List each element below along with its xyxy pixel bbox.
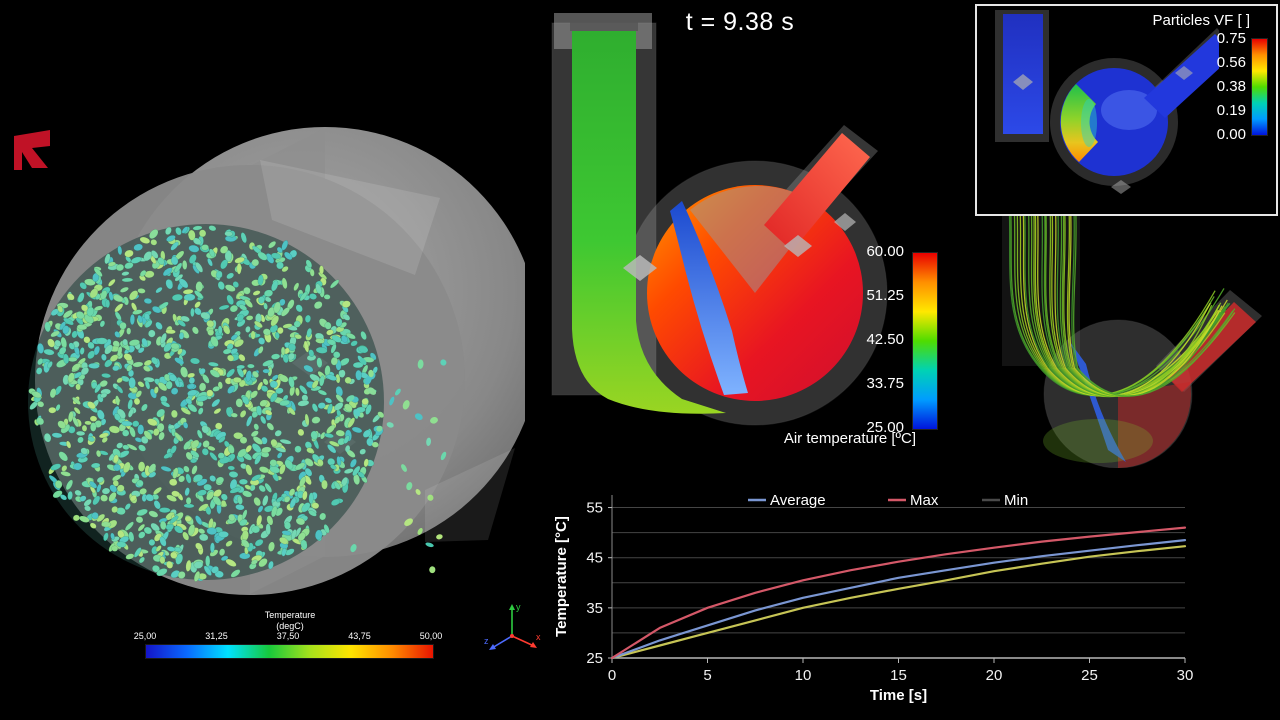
svg-text:Max: Max — [910, 492, 939, 509]
outlet-duct-fluid — [764, 133, 870, 251]
air-cb-tick: 51.25 — [866, 287, 904, 304]
falling-particles — [339, 358, 447, 574]
inlet-duct-fluid — [572, 31, 726, 414]
air-temperature-colorbar — [912, 252, 938, 430]
svg-text:10: 10 — [795, 667, 812, 684]
particle-temp-colorbar-title: Temperature (degC) — [264, 610, 316, 631]
air-cb-tick: 60.00 — [866, 243, 904, 260]
axis-z-label: z — [484, 636, 489, 646]
axis-x-label: x — [536, 632, 541, 642]
svg-text:20: 20 — [986, 667, 1003, 684]
svg-text:45: 45 — [586, 550, 603, 567]
streamlines — [1008, 216, 1236, 398]
stream-cool-band — [1070, 342, 1126, 462]
svg-text:25: 25 — [586, 650, 603, 667]
particle-bed — [28, 225, 385, 582]
svg-text:25: 25 — [1081, 667, 1098, 684]
vf-cb-tick: 0.38 — [1216, 78, 1246, 95]
vf-particle-crescent — [1060, 84, 1098, 162]
svg-text:30: 30 — [1177, 667, 1194, 684]
axis-triad: y x z — [484, 602, 541, 650]
svg-text:Min: Min — [1004, 492, 1028, 509]
particles-vf-3d-view — [995, 10, 1219, 194]
brand-logo — [14, 130, 50, 170]
stream-outlet-duct — [1164, 302, 1256, 392]
svg-text:Temperature [°C]: Temperature [°C] — [553, 516, 570, 637]
vf-cb-tick: 0.56 — [1216, 54, 1246, 71]
svg-text:35: 35 — [586, 600, 603, 617]
vf-panel-title: Particles VF [ ] — [1152, 12, 1250, 29]
particle-drum-3d-view — [28, 127, 525, 595]
streamlines-3d-view — [1002, 216, 1262, 468]
air-cb-tick: 25.00 — [866, 419, 904, 436]
svg-text:55: 55 — [586, 500, 603, 517]
drum-glass — [35, 165, 465, 595]
particle-temp-colorbar-ticks: 25,00 31,25 37,50 43,75 50,00 — [133, 631, 443, 641]
axis-y-label: y — [516, 602, 521, 612]
svg-text:15: 15 — [890, 667, 907, 684]
particle-temp-colorbar — [145, 644, 434, 659]
vf-cb-tick: 0.00 — [1216, 126, 1246, 143]
air-temperature-colorbar-title: Air temperature [ºC] — [783, 430, 916, 447]
svg-text:Time [s]: Time [s] — [870, 687, 927, 704]
drum-highlight — [260, 160, 440, 275]
vf-colorbar — [1251, 38, 1268, 136]
svg-text:Average: Average — [770, 492, 826, 509]
time-label: t = 9.38 s — [685, 8, 795, 36]
air-cb-tick: 33.75 — [866, 375, 904, 392]
vf-cb-tick: 0.19 — [1216, 102, 1246, 119]
temperature-line-chart: 25 35 45 55 0 5 10 15 20 25 30 Average Max Min Time [s… — [553, 492, 1194, 704]
cool-air-band — [670, 201, 748, 395]
casing-vane — [623, 255, 657, 281]
particles-vf-panel: Particles VF [ ] 0.75 0.56 0.38 0.19 0.0… — [975, 4, 1278, 216]
air-temperature-3d-view — [551, 13, 888, 426]
svg-text:5: 5 — [703, 667, 711, 684]
air-cb-tick: 42.50 — [866, 331, 904, 348]
svg-text:0: 0 — [608, 667, 616, 684]
vf-cb-tick: 0.75 — [1216, 30, 1246, 47]
